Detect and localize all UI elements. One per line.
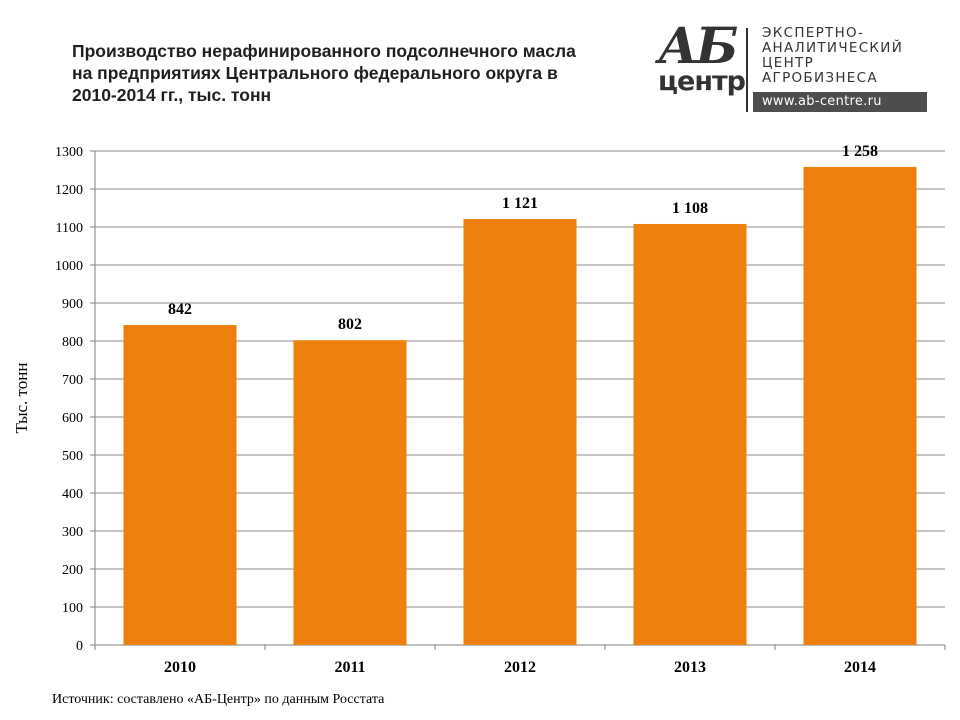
y-tick-label: 300 — [62, 525, 83, 540]
x-tick-label: 2014 — [844, 659, 876, 676]
data-label: 802 — [338, 316, 362, 333]
logo-mark: АБ центр — [656, 16, 746, 114]
x-tick-label: 2013 — [674, 659, 706, 676]
y-axis-label: Тыс. тонн — [12, 363, 31, 434]
logo-text: ЭКСПЕРТНО- АНАЛИТИЧЕСКИЙ ЦЕНТР АГРОБИЗНЕ… — [762, 26, 903, 86]
chart-title: Производство нерафинированного подсолнеч… — [72, 41, 576, 105]
logo-line: ЦЕНТР — [762, 55, 815, 71]
y-tick-label: 0 — [76, 639, 83, 654]
bar — [803, 166, 917, 645]
logo-line: АНАЛИТИЧЕСКИЙ — [762, 40, 904, 56]
logo-line: АГРОБИЗНЕСА — [762, 70, 878, 86]
logo-line: ЭКСПЕРТНО- — [762, 25, 865, 41]
data-label: 1 258 — [842, 143, 878, 160]
y-tick-label: 200 — [62, 563, 83, 578]
y-tick-label: 600 — [62, 411, 83, 426]
y-tick-label: 500 — [62, 449, 83, 464]
bar-chart: 0 100 200 300 400 500 600 700 800 900 1000 1100 1200… — [12, 143, 946, 676]
logo-url: www.ab-centre.ru — [753, 92, 927, 112]
y-tick-label: 800 — [62, 335, 83, 350]
source-note: Источник: составлено «АБ-Центр» по данны… — [52, 692, 385, 707]
y-tick-label: 900 — [62, 297, 83, 312]
bar — [633, 223, 747, 645]
y-tick-label: 1200 — [55, 183, 83, 198]
y-tick-label: 1100 — [56, 221, 83, 236]
data-label: 1 121 — [502, 195, 538, 212]
y-tick-label: 400 — [62, 487, 83, 502]
bar — [293, 340, 407, 645]
x-tick-label: 2010 — [164, 659, 196, 676]
logo-mark-top: АБ — [658, 16, 738, 75]
y-tick-label: 100 — [62, 601, 83, 616]
company-logo: АБ центр ЭКСПЕРТНО- АНАЛИТИЧЕСКИЙ ЦЕНТР … — [650, 16, 930, 114]
data-label: 842 — [168, 301, 192, 318]
data-label: 1 108 — [672, 200, 708, 217]
y-tick-label: 1300 — [55, 145, 83, 160]
logo-divider — [746, 28, 748, 112]
x-tick-label: 2012 — [504, 659, 536, 676]
y-tick-label: 1000 — [55, 259, 83, 274]
x-tick-label: 2011 — [334, 659, 365, 676]
y-tick-label: 700 — [62, 373, 83, 388]
bar — [463, 219, 577, 645]
bar — [123, 325, 237, 645]
logo-mark-bottom: центр — [658, 66, 746, 97]
